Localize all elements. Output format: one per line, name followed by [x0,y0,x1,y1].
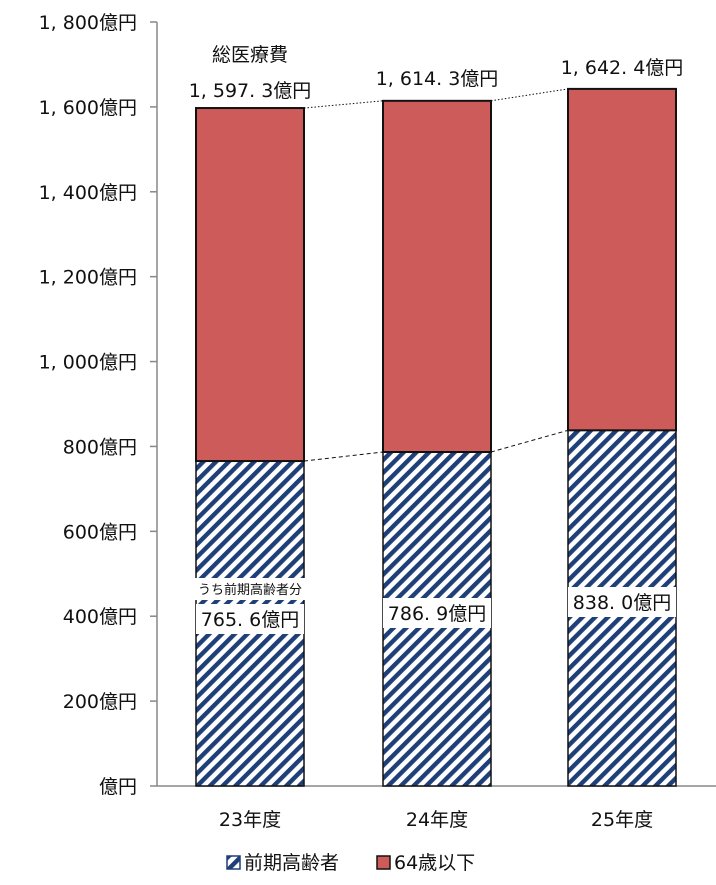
bars [195,87,677,787]
total-label: 1, 642. 4億円 [561,57,684,79]
data-labels: 総医療費 1, 597. 3億円 1, 614. 3億円 1, 642. 4億円うち前… [168,44,692,634]
legend-label-senior: 前期高齢者 [244,852,339,874]
total-label-bg [367,64,507,91]
legend: 前期高齢者 64歳以下 [226,852,475,874]
bar-under64 [567,87,677,432]
sub-label: 765. 6億円 [201,609,299,631]
sub-label: 786. 9億円 [388,603,486,625]
sub-caption-bg [168,578,332,600]
y-tick-label: 400億円 [63,606,137,628]
y-tick-label: 1, 400億円 [39,182,137,204]
y-tick-label: 800億円 [63,436,137,458]
connector-senior [303,451,384,462]
x-axis-labels: 23年度 24年度 25年度 [219,809,653,831]
total-label-bg [180,77,320,104]
y-tick-label: 200億円 [63,691,137,713]
y-tick-label: 1, 000億円 [39,352,137,374]
connector-total [490,88,569,102]
total-label: 1, 597. 3億円 [189,80,312,102]
y-tick-label: 1, 600億円 [39,97,137,119]
bar-under64 [382,99,492,454]
legend-swatch-under64 [376,855,391,870]
x-tick-label: 25年度 [591,809,653,831]
bar-under64 [195,107,305,463]
sub-caption: うち前期高齢者分 [198,582,302,598]
connector-total [303,100,384,109]
x-tick-label: 23年度 [219,809,281,831]
total-label-bg [552,53,692,80]
legend-swatch-senior [226,855,241,870]
connector-senior [490,429,569,453]
sub-label-bg [196,604,304,634]
y-tick-label: 億円 [99,776,137,798]
sub-label-bg [568,587,676,617]
total-label: 1, 614. 3億円 [376,68,499,90]
y-tick-label: 600億円 [63,521,137,543]
x-tick-label: 24年度 [406,809,468,831]
sub-label-bg [383,598,491,628]
y-tick-label: 1, 800億円 [39,12,137,34]
y-axis-ticks: 億円 200億円 400億円 600億円 800億円 1, 000億円 1, 200億円 1,… [39,12,157,798]
connector-lines [303,88,569,462]
sub-label: 838. 0億円 [573,592,671,614]
total-caption: 総医療費 [212,44,288,66]
y-tick-label: 1, 200億円 [39,267,137,289]
legend-label-under64: 64歳以下 [394,852,475,874]
